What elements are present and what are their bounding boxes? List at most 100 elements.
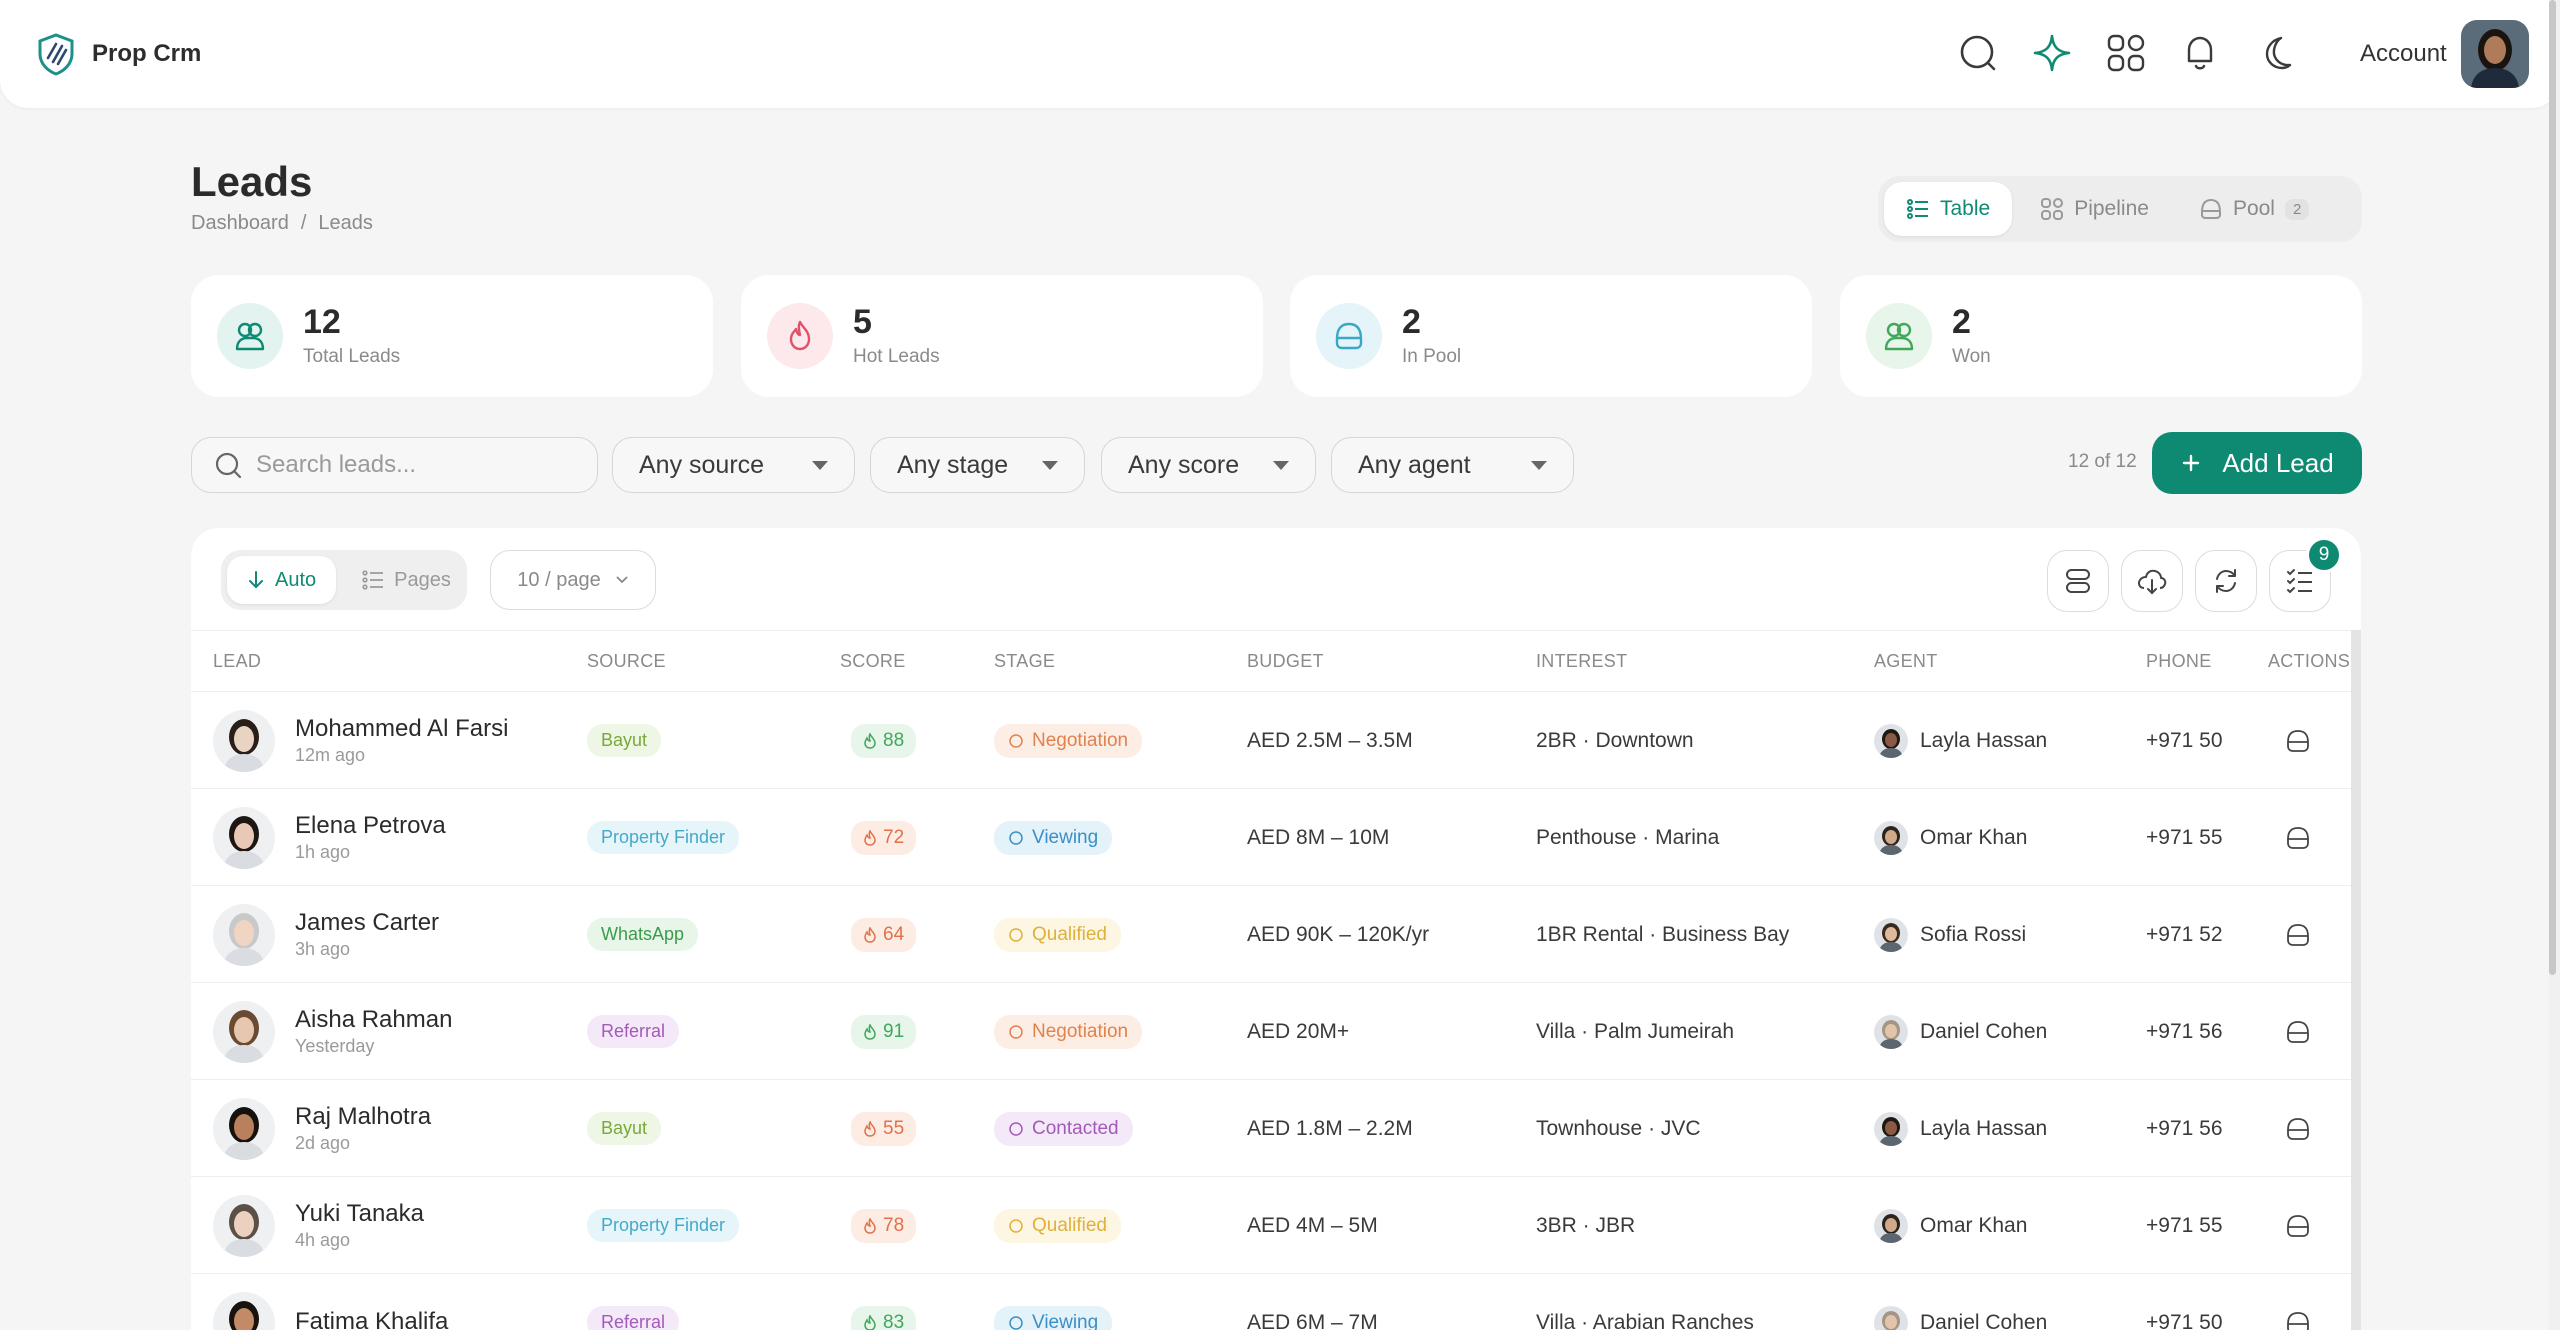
stat-total-leads: 12 Total Leads [191,275,713,397]
interest-cell: Villa · Palm Jumeirah [1536,1019,1735,1043]
agent-cell[interactable]: Daniel Cohen [1874,1274,2047,1330]
move-to-pool-icon[interactable] [2285,1213,2311,1239]
lead-cell[interactable]: Aisha Rahman Yesterday [213,983,452,1080]
source-cell: Bayut [587,1080,662,1177]
agent-select[interactable]: Any agent [1331,437,1574,493]
move-to-pool-icon[interactable] [2285,1116,2311,1142]
lead-name[interactable]: James Carter [295,909,440,936]
phone-cell[interactable]: +971 55 [2146,825,2223,849]
lead-cell[interactable]: Elena Petrova 1h ago [213,789,446,886]
lead-cell[interactable]: Yuki Tanaka 4h ago [213,1177,424,1274]
tasks-button[interactable]: 9 [2269,537,2342,612]
table-row[interactable]: Fatima Khalifa Referral 83 Viewing AED [191,1274,2351,1330]
column-header-agent[interactable]: AGENT [1874,651,1938,671]
lead-cell[interactable]: Raj Malhotra 2d ago [213,1080,431,1177]
source-cell: Property Finder [587,1177,740,1274]
phone-cell[interactable]: +971 52 [2146,922,2223,946]
table-row[interactable]: Yuki Tanaka 4h ago Property Finder 78 Qu… [191,1177,2351,1274]
density-button[interactable] [2047,550,2109,612]
column-header-phone[interactable]: PHONE [2146,651,2212,671]
lead-name[interactable]: Yuki Tanaka [295,1200,424,1227]
add-lead-button[interactable]: Add Lead [2152,432,2362,494]
agent-name: Daniel Cohen [1920,1019,2048,1043]
agent-select-value: Any agent [1358,450,1471,479]
interest-cell: 2BR · Downtown [1536,728,1694,752]
export-button[interactable] [2121,550,2183,612]
score-cell: 64 [851,886,917,983]
page-scrollbar-thumb[interactable] [2549,0,2556,975]
move-to-pool-icon[interactable] [2285,825,2311,851]
agent-cell[interactable]: Sofia Rossi [1874,886,2026,983]
move-to-pool-icon[interactable] [2285,728,2311,754]
brand[interactable]: Prop Crm [36,32,201,76]
search-icon[interactable] [1955,30,2001,76]
lead-name[interactable]: Mohammed Al Farsi [295,715,509,742]
column-header-budget[interactable]: BUDGET [1247,651,1324,671]
moon-icon[interactable] [2251,30,2297,76]
lead-name[interactable]: Elena Petrova [295,812,446,839]
source-select[interactable]: Any source [612,437,855,493]
interest-cell: Penthouse · Marina [1536,825,1720,849]
phone-cell[interactable]: +971 56 [2146,1019,2223,1043]
table-row[interactable]: Raj Malhotra 2d ago Bayut 55 Contacted A [191,1080,2351,1177]
phone-cell[interactable]: +971 50 [2146,728,2223,752]
action-cell [2285,1080,2311,1177]
page-size-select[interactable]: 10 / page [490,550,656,610]
phone-cell[interactable]: +971 50 [2146,1310,2223,1330]
search-box[interactable] [191,437,598,493]
agent-cell[interactable]: Omar Khan [1874,789,2027,886]
stat-label: Won [1952,345,1991,367]
move-to-pool-icon[interactable] [2285,922,2311,948]
budget-cell: AED 4M – 5M [1247,1213,1378,1237]
lead-name[interactable]: Fatima Khalifa [295,1307,449,1330]
move-to-pool-icon[interactable] [2285,1310,2311,1330]
agent-cell[interactable]: Layla Hassan [1874,1080,2047,1177]
table-row[interactable]: James Carter 3h ago WhatsApp 64 Qualifie… [191,886,2351,983]
leads-table-card: Auto Pages 10 / page 9 LEAD SOURCE SCORE… [191,528,2361,1330]
apps-grid-icon[interactable] [2103,30,2149,76]
lead-cell[interactable]: Mohammed Al Farsi 12m ago [213,692,508,789]
table-scrollbar[interactable] [2351,630,2361,1330]
phone-cell[interactable]: +971 55 [2146,1213,2223,1237]
column-header-score[interactable]: SCORE [840,651,906,671]
score-select[interactable]: Any score [1101,437,1316,493]
table-row[interactable]: Mohammed Al Farsi 12m ago Bayut 88 Negot… [191,692,2351,789]
stage-select[interactable]: Any stage [870,437,1085,493]
page-scrollbar[interactable] [2549,0,2560,1330]
table-row[interactable]: Elena Petrova 1h ago Property Finder 72 … [191,789,2351,886]
phone-cell[interactable]: +971 56 [2146,1116,2223,1140]
tab-pipeline[interactable]: Pipeline [2018,182,2171,236]
move-to-pool-icon[interactable] [2285,1019,2311,1045]
arrow-down-icon [249,571,263,589]
sparkle-icon[interactable] [2029,30,2075,76]
column-header-lead[interactable]: LEAD [213,651,262,671]
score-value: 88 [883,729,905,751]
source-cell: Referral [587,1274,680,1330]
stage-cell: Negotiation [994,983,1143,1080]
table-row[interactable]: Aisha Rahman Yesterday Referral 91 Negot… [191,983,2351,1080]
lead-name[interactable]: Aisha Rahman [295,1006,453,1033]
source-select-value: Any source [639,450,765,479]
lead-name[interactable]: Raj Malhotra [295,1103,432,1130]
agent-cell[interactable]: Layla Hassan [1874,692,2047,789]
breadcrumb-dashboard[interactable]: Dashboard [191,212,289,234]
agent-cell[interactable]: Daniel Cohen [1874,983,2047,1080]
search-input[interactable] [256,451,576,479]
budget-cell: AED 8M – 10M [1247,825,1390,849]
agent-cell[interactable]: Omar Khan [1874,1177,2027,1274]
lead-cell[interactable]: Fatima Khalifa [213,1274,448,1330]
account-menu[interactable]: Account [2360,20,2529,88]
lead-cell[interactable]: James Carter 3h ago [213,886,439,983]
column-header-source[interactable]: SOURCE [587,651,666,671]
column-header-interest[interactable]: INTEREST [1536,651,1628,671]
mode-pages[interactable]: Pages [342,556,471,604]
bell-icon[interactable] [2177,30,2223,76]
lead-time: Yesterday [295,1036,375,1056]
tab-pool[interactable]: Pool 2 [2177,182,2331,236]
stage-badge: Viewing [994,820,1113,855]
refresh-button[interactable] [2195,550,2257,612]
tab-table[interactable]: Table [1884,182,2013,236]
pipeline-grid-icon [2041,198,2064,220]
column-header-stage[interactable]: STAGE [994,651,1056,671]
mode-auto[interactable]: Auto [227,556,337,604]
